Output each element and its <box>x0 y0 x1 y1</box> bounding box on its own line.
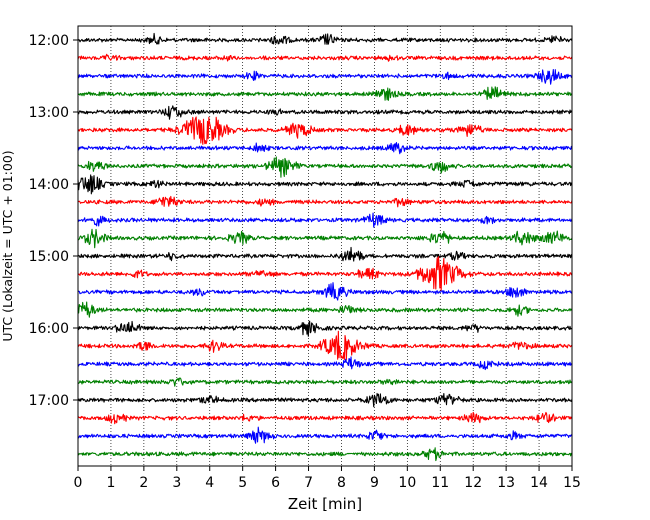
x-axis-label: Zeit [min] <box>288 495 362 513</box>
x-tick-label: 13 <box>497 475 515 491</box>
x-tick-label: 3 <box>172 475 181 491</box>
x-tick-label: 5 <box>238 475 247 491</box>
trace-1515 <box>77 256 573 292</box>
trace-1645 <box>77 377 573 387</box>
y-tick-label: 14:00 <box>29 177 69 193</box>
trace-1730 <box>77 426 573 444</box>
trace-1245 <box>77 86 573 101</box>
y-tick-label: 15:00 <box>29 249 69 265</box>
trace-1415 <box>77 195 573 208</box>
grid-lines <box>110 26 540 466</box>
trace-1500 <box>77 246 573 262</box>
plot-area-frame <box>77 25 573 467</box>
x-tick-label: 0 <box>74 475 83 491</box>
x-tick-label: 4 <box>205 475 214 491</box>
y-tick-label: 16:00 <box>29 321 69 337</box>
trace-1615 <box>77 330 573 361</box>
x-tick-label: 15 <box>563 475 581 491</box>
trace-1600 <box>77 320 573 337</box>
y-tick-label: 13:00 <box>29 105 69 121</box>
trace-1230 <box>77 69 573 85</box>
x-tick-label: 2 <box>139 475 148 491</box>
x-tick-label: 9 <box>370 475 379 491</box>
trace-1700 <box>77 392 573 408</box>
x-axis-ticks: 0 1 2 3 4 5 6 7 8 9 10 11 12 13 14 15 <box>74 466 581 491</box>
trace-1745 <box>77 447 573 462</box>
y-axis-ticks: 12:00 13:00 14:00 15:00 16:00 17:00 <box>29 33 78 409</box>
x-tick-label: 10 <box>398 475 416 491</box>
trace-1630 <box>77 356 573 371</box>
trace-1430 <box>77 212 573 228</box>
trace-1330 <box>77 142 573 155</box>
seismic-traces <box>77 32 573 462</box>
x-tick-label: 11 <box>431 475 449 491</box>
trace-1300 <box>77 105 573 120</box>
trace-1530 <box>77 282 573 301</box>
trace-1400 <box>77 174 573 195</box>
trace-1445 <box>77 228 573 249</box>
y-axis-label: UTC (Lokalzeit = UTC + 01:00) <box>0 150 15 341</box>
trace-1215 <box>77 53 573 62</box>
y-tick-label: 17:00 <box>29 393 69 409</box>
x-tick-label: 6 <box>271 475 280 491</box>
y-tick-label: 12:00 <box>29 33 69 49</box>
x-tick-label: 14 <box>530 475 548 491</box>
trace-1545 <box>77 301 573 318</box>
trace-1715 <box>77 411 573 425</box>
x-tick-label: 7 <box>304 475 313 491</box>
x-tick-label: 1 <box>106 475 115 491</box>
trace-1345 <box>77 156 573 178</box>
x-tick-label: 12 <box>464 475 482 491</box>
trace-1315 <box>77 116 573 145</box>
x-tick-label: 8 <box>337 475 346 491</box>
trace-1200 <box>77 32 573 45</box>
